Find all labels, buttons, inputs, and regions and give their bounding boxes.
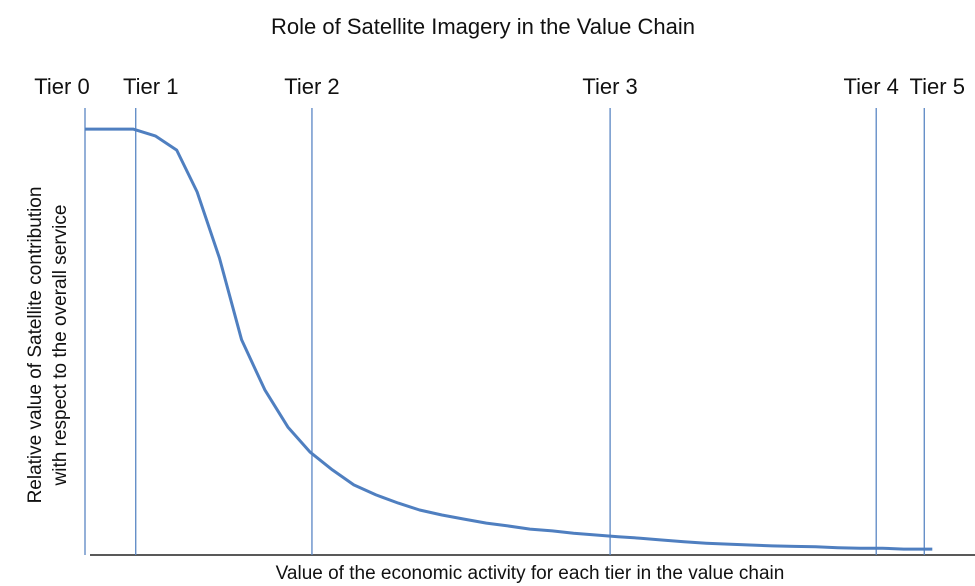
chart-title: Role of Satellite Imagery in the Value C…: [271, 14, 695, 39]
tier-label: Tier 3: [582, 74, 637, 99]
y-axis-label: Relative value of Satellite contribution…: [25, 187, 71, 504]
tier-label: Tier 0: [34, 74, 89, 99]
tier-label: Tier 5: [910, 74, 965, 99]
y-axis-label-line: Relative value of Satellite contribution: [25, 187, 46, 504]
value-curve: [85, 127, 933, 551]
tier-label: Tier 4: [843, 74, 898, 99]
tier-label: Tier 2: [284, 74, 339, 99]
tier-label: Tier 1: [123, 74, 178, 99]
x-axis-label: Value of the economic activity for each …: [276, 563, 785, 584]
y-axis-label-line: with respect to the overall service: [50, 205, 71, 487]
